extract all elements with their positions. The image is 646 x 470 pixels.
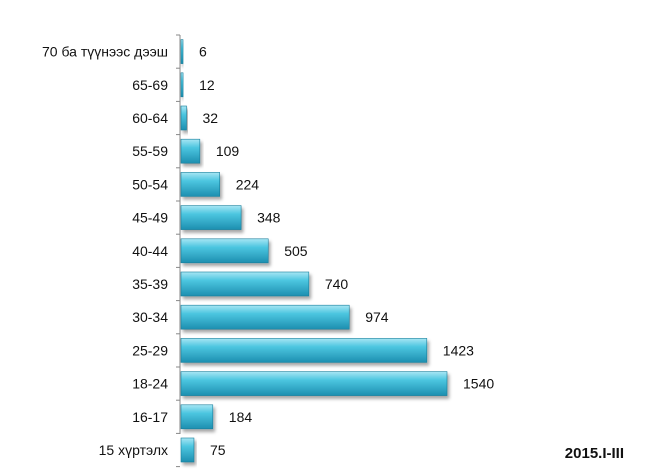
value-label: 974 (365, 309, 389, 325)
category-label: 50-54 (132, 176, 168, 192)
value-label: 1423 (443, 342, 474, 358)
category-label: 70 ба түүнээс дээш (42, 44, 168, 60)
value-label: 6 (199, 44, 207, 60)
value-label: 32 (203, 110, 219, 126)
category-label: 65-69 (132, 77, 168, 93)
bar (180, 371, 448, 396)
period-label: 2015.I-III (564, 445, 624, 462)
value-label: 184 (229, 409, 253, 425)
value-label: 12 (199, 77, 215, 93)
category-label: 25-29 (132, 342, 168, 358)
category-label: 55-59 (132, 143, 168, 159)
category-label: 15 хүртэлх (99, 442, 168, 458)
value-label: 75 (210, 442, 226, 458)
value-label: 224 (236, 176, 260, 192)
bar (180, 72, 184, 98)
category-label: 30-34 (132, 309, 168, 325)
bar (180, 304, 350, 330)
bar (180, 437, 195, 463)
bar (180, 271, 310, 297)
category-label: 18-24 (132, 376, 168, 392)
category-label: 40-44 (132, 243, 168, 259)
bar (180, 105, 187, 131)
value-label: 348 (257, 210, 281, 226)
category-label: 35-39 (132, 276, 168, 292)
value-label: 109 (216, 143, 240, 159)
value-label: 505 (284, 243, 308, 259)
bar (180, 138, 201, 164)
bar (180, 39, 184, 64)
value-label: 740 (325, 276, 349, 292)
category-label: 45-49 (132, 210, 168, 226)
bar (180, 238, 269, 264)
bar (180, 205, 242, 230)
bar (180, 338, 428, 363)
value-label: 1540 (463, 376, 494, 392)
category-label: 16-17 (132, 409, 168, 425)
category-label: 60-64 (132, 110, 168, 126)
bar (180, 172, 220, 197)
bar (180, 404, 214, 430)
